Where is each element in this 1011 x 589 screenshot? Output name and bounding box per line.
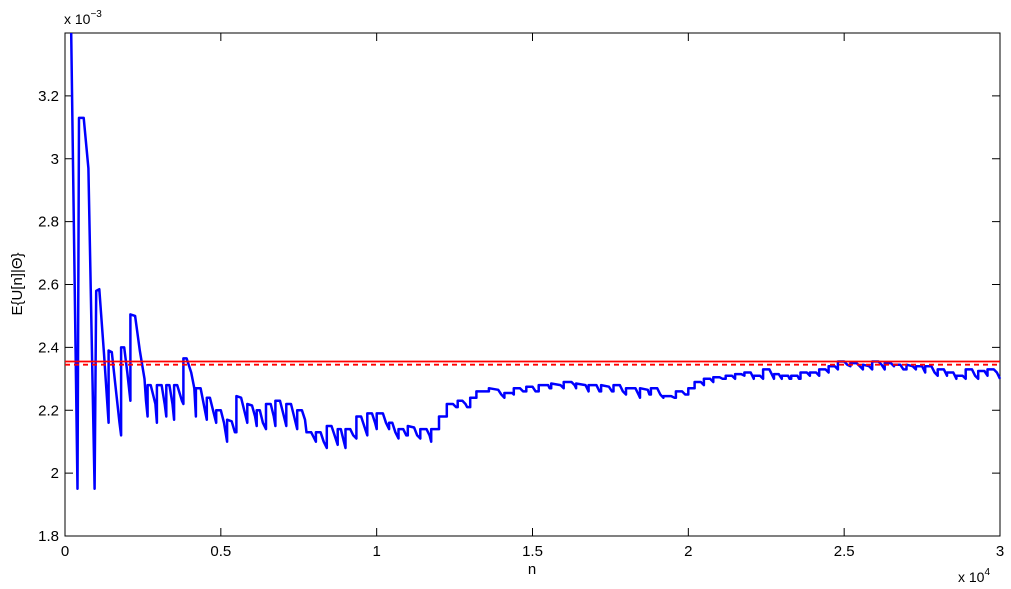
y-multiplier-base: x 10 [64,11,91,27]
x-multiplier-label: x 104 [958,567,990,585]
y-tick-label: 2 [51,465,59,482]
y-tick-label: 2.2 [38,402,59,419]
y-tick-label: 2.8 [38,214,59,231]
y-tick-label: 3 [51,151,59,168]
y-tick-label: 2.4 [38,339,59,356]
y-tick-label: 3.2 [38,88,59,105]
x-tick-label: 3 [996,543,1004,560]
series-line-main [69,32,1002,491]
x-tick-label: 1 [372,543,380,560]
series-layer [65,32,1002,491]
x-axis-label: n [528,561,536,578]
y-tick-label: 2.6 [38,277,59,294]
x-tick-label: 2 [684,543,692,560]
plot-area [64,32,1001,537]
x-tick-label: 0 [61,543,69,560]
y-multiplier-label: x 10−3 [64,9,102,27]
x-tick-label: 2.5 [834,543,855,560]
axis-ticks: 0 0.5 1 1.5 2 2.5 3 1.8 2 2.2 2.4 2.6 2.8 3 3.2 [38,33,1004,560]
x-multiplier-exponent: 4 [984,567,990,578]
y-tick-label: 1.8 [38,528,59,545]
x-tick-label: 0.5 [210,543,231,560]
y-multiplier-exponent: −3 [90,9,102,20]
y-axis-label: E{U[n]|Θ} [9,252,26,315]
x-multiplier-base: x 10 [958,569,985,585]
x-tick-label: 1.5 [522,543,543,560]
